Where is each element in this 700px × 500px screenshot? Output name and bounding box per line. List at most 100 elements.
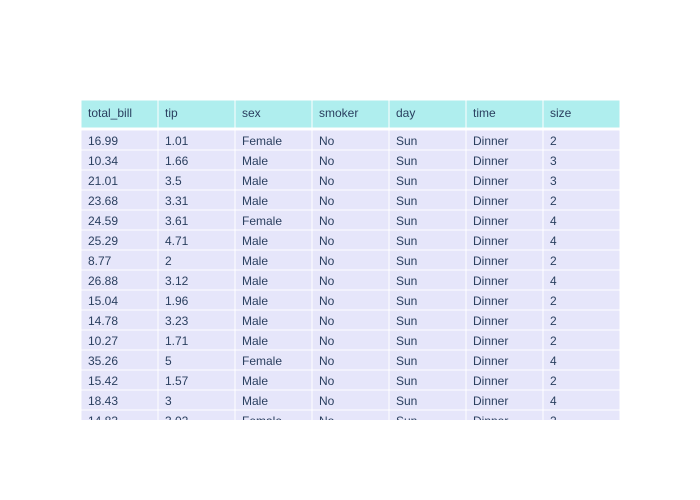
table-cell-day: Sun [396, 274, 417, 288]
table-cell-total_bill: 25.29 [88, 234, 118, 248]
table-cell-total_bill: 21.01 [88, 174, 118, 188]
header-label-day: day [396, 106, 415, 120]
table-cell-day: Sun [396, 194, 417, 208]
table-cell-total_bill: 23.68 [88, 194, 118, 208]
table-cell-smoker: No [319, 394, 335, 408]
table-cell-sex: Female [242, 134, 282, 148]
table-cell-day: Sun [396, 354, 417, 368]
table-cell-bg [234, 409, 313, 420]
table-cell-size: 2 [550, 134, 557, 148]
table-cell-size: 2 [550, 294, 557, 308]
table-cell-smoker: No [319, 154, 335, 168]
table-cell-time: Dinner [473, 274, 508, 288]
table-cell-total_bill: 8.77 [88, 254, 112, 268]
table-cell-size: 4 [550, 234, 557, 248]
header-cell-size [542, 100, 620, 129]
table-cell-total_bill: 16.99 [88, 134, 118, 148]
table-cell-sex: Male [242, 274, 268, 288]
table-cell-total_bill: 35.26 [88, 354, 118, 368]
table-cell-time: Dinner [473, 334, 508, 348]
table-cell-tip: 2 [165, 254, 172, 268]
table-cell-sex: Male [242, 394, 268, 408]
table-cell-tip: 1.01 [165, 134, 189, 148]
table-cell-time: Dinner [473, 154, 508, 168]
table-cell-tip: 3.61 [165, 214, 189, 228]
table-cell-day: Sun [396, 214, 417, 228]
table-cell-tip: 3.5 [165, 174, 182, 188]
table-cell-smoker: No [319, 334, 335, 348]
header-cell-tip [157, 100, 236, 129]
table-cell-total_bill: 26.88 [88, 274, 118, 288]
table-cell-sex: Female [242, 354, 282, 368]
table-cell-time: Dinner [473, 294, 508, 308]
table-cell-time: Dinner [473, 134, 508, 148]
table-cell-day: Sun [396, 414, 417, 428]
table-cell-tip: 3.31 [165, 194, 189, 208]
table-cell-smoker: No [319, 354, 335, 368]
table-cell-size: 4 [550, 274, 557, 288]
header-label-sex: sex [242, 106, 261, 120]
table-cell-sex: Male [242, 314, 268, 328]
table-cell-day: Sun [396, 154, 417, 168]
table-cell-time: Dinner [473, 374, 508, 388]
table-cell-sex: Female [242, 214, 282, 228]
table-cell-smoker: No [319, 234, 335, 248]
table-cell-smoker: No [319, 274, 335, 288]
table-cell-time: Dinner [473, 354, 508, 368]
table-cell-bg [542, 409, 620, 420]
header-cell-smoker [311, 100, 390, 129]
table-cell-sex: Male [242, 174, 268, 188]
table-cell-smoker: No [319, 254, 335, 268]
table-cell-smoker: No [319, 294, 335, 308]
table-cell-total_bill: 15.04 [88, 294, 118, 308]
table-cell-total_bill: 18.43 [88, 394, 118, 408]
table-cell-size: 4 [550, 214, 557, 228]
table-cell-size: 3 [550, 154, 557, 168]
table-cell-smoker: No [319, 194, 335, 208]
table-cell-size: 2 [550, 254, 557, 268]
table-body: total_bill tip sex smoker day time size 16.99 1.… [81, 100, 620, 428]
table-cell-total_bill: 10.34 [88, 154, 118, 168]
table-cell-tip: 4.71 [165, 234, 189, 248]
header-label-total_bill: total_bill [88, 106, 132, 120]
table-cell-total_bill: 14.78 [88, 314, 118, 328]
table-cell-tip: 3.23 [165, 314, 189, 328]
table-cell-size: 4 [550, 394, 557, 408]
table-cell-total_bill: 10.27 [88, 334, 118, 348]
table-cell-size: 2 [550, 194, 557, 208]
table-cell-smoker: No [319, 174, 335, 188]
table-cell-smoker: No [319, 414, 335, 428]
table-cell-size: 4 [550, 354, 557, 368]
table-cell-day: Sun [396, 254, 417, 268]
table-cell-sex: Male [242, 234, 268, 248]
table-cell-bg [81, 409, 159, 420]
table-cell-size: 2 [550, 334, 557, 348]
header-label-time: time [473, 106, 496, 120]
table-cell-total_bill: 24.59 [88, 214, 118, 228]
table-cell-tip: 1.57 [165, 374, 189, 388]
table-cell-size: 2 [550, 314, 557, 328]
table-cell-day: Sun [396, 314, 417, 328]
table-cell-time: Dinner [473, 234, 508, 248]
table-cell-bg [388, 409, 467, 420]
table-cell-smoker: No [319, 314, 335, 328]
table-cell-tip: 1.66 [165, 154, 189, 168]
table-cell-time: Dinner [473, 394, 508, 408]
table-cell-total_bill: 15.42 [88, 374, 118, 388]
table-cell-bg [311, 409, 390, 420]
table-cell-total_bill: 14.83 [88, 414, 118, 428]
table-cell-time: Dinner [473, 174, 508, 188]
table-cell-sex: Male [242, 254, 268, 268]
table-cell-tip: 3.12 [165, 274, 189, 288]
table-cell-size: 2 [550, 374, 557, 388]
table-cell-bg [465, 409, 544, 420]
table-cell-smoker: No [319, 214, 335, 228]
table-cell-time: Dinner [473, 254, 508, 268]
header-label-tip: tip [165, 106, 178, 120]
table-cell-day: Sun [396, 374, 417, 388]
table-cell-tip: 1.71 [165, 334, 189, 348]
table-cell-smoker: No [319, 134, 335, 148]
table-cell-day: Sun [396, 294, 417, 308]
